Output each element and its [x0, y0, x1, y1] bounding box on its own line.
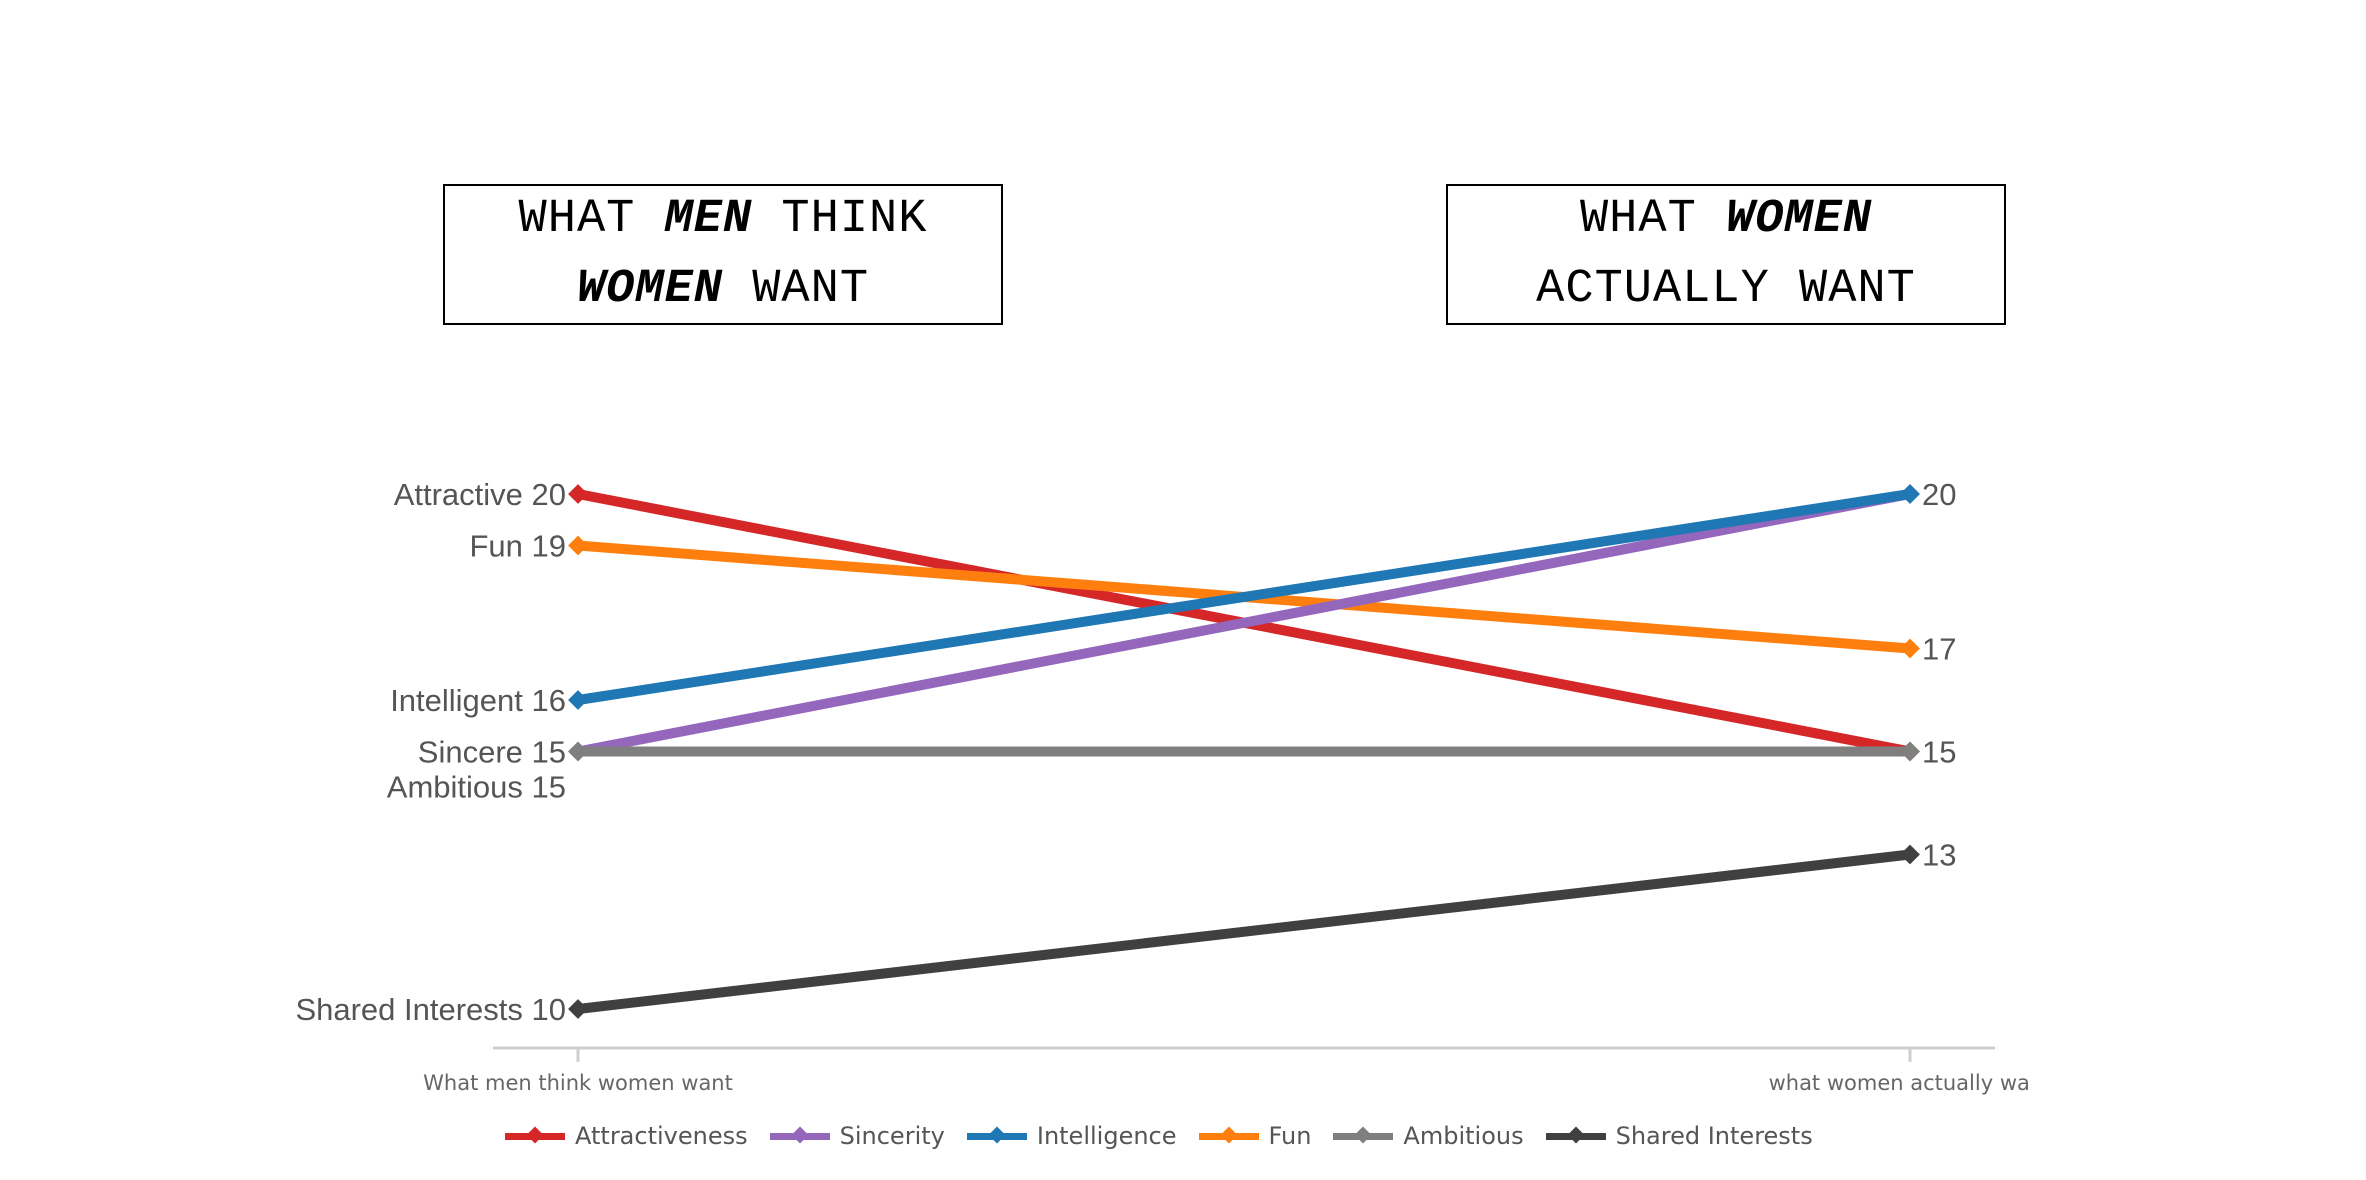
legend-label: Attractiveness [575, 1122, 748, 1150]
legend-label: Fun [1268, 1122, 1312, 1150]
series-end-label: 15 [1922, 735, 1956, 770]
header-left-line1: WHAT MEN THINK [519, 185, 928, 255]
series-start-label: Ambitious 15 [387, 770, 566, 805]
header-right-line2: ACTUALLY WANT [1536, 255, 1916, 325]
header-left-line2: WOMEN WANT [577, 255, 869, 325]
series-start-label: Attractive 20 [394, 477, 566, 512]
header-left-text: WHAT [518, 192, 665, 246]
chart-legend: Attractiveness Sincerity Intelligence Fun Am… [505, 1118, 1835, 1154]
series-marker [568, 999, 588, 1019]
legend-swatch-marker [791, 1126, 809, 1144]
legend-label: Ambitious [1403, 1122, 1524, 1150]
legend-swatch-marker [988, 1126, 1006, 1144]
x-tick-label: what women actually want [1769, 1071, 2052, 1095]
x-tick-label: What men think women want [423, 1071, 733, 1095]
header-left-text: WANT [723, 262, 870, 316]
series-marker [568, 690, 588, 710]
legend-label: Shared Interests [1615, 1122, 1813, 1150]
legend-swatch [1198, 1126, 1259, 1144]
series-end-label: 17 [1922, 632, 1956, 667]
series-marker [1900, 638, 1920, 659]
legend-item: Intelligence [966, 1122, 1177, 1150]
legend-item: Shared Interests [1545, 1122, 1813, 1150]
header-right-line1: WHAT WOMEN [1580, 185, 1872, 255]
series-marker [1900, 484, 1920, 504]
header-left-emphasis: WOMEN [576, 262, 723, 316]
legend-swatch-marker [526, 1126, 544, 1144]
legend-swatch [505, 1126, 565, 1144]
header-left-text: THINK [752, 192, 928, 246]
legend-label: Sincerity [839, 1122, 945, 1150]
header-box-men-think: WHAT MEN THINK WOMEN WANT [443, 184, 1003, 325]
legend-swatch [1333, 1126, 1394, 1144]
series-end-label: 13 [1922, 838, 1956, 873]
series-line [577, 489, 1911, 757]
legend-swatch [966, 1126, 1027, 1144]
series-marker [568, 741, 588, 762]
series-marker [568, 484, 588, 504]
legend-swatch [1545, 1126, 1606, 1144]
series-start-label: Intelligent 16 [390, 683, 566, 718]
legend-swatch [769, 1126, 830, 1144]
legend-item: Ambitious [1333, 1122, 1524, 1150]
legend-swatch-marker [1354, 1126, 1372, 1144]
series-line [577, 849, 1911, 1014]
legend-item: Fun [1198, 1122, 1312, 1150]
series-marker [568, 535, 588, 556]
series-line [577, 489, 1911, 705]
series-end-label: 20 [1922, 477, 1956, 512]
header-left-emphasis: MEN [664, 192, 753, 246]
series-marker [1900, 844, 1920, 865]
header-right-emphasis: WOMEN [1726, 192, 1873, 246]
series-start-label: Sincere 15 [418, 735, 566, 770]
header-box-women-want: WHAT WOMEN ACTUALLY WANT [1446, 184, 2006, 325]
header-right-text: WHAT [1579, 192, 1726, 246]
series-marker [1900, 741, 1920, 762]
series-start-label: Shared Interests 10 [295, 992, 566, 1027]
series-start-label: Fun 19 [469, 529, 566, 564]
legend-swatch-marker [1567, 1126, 1585, 1144]
legend-item: Attractiveness [505, 1122, 748, 1150]
header-right-text: ACTUALLY WANT [1536, 262, 1916, 316]
legend-item: Sincerity [769, 1122, 945, 1150]
legend-label: Intelligence [1036, 1122, 1177, 1150]
legend-swatch-marker [1220, 1126, 1237, 1144]
